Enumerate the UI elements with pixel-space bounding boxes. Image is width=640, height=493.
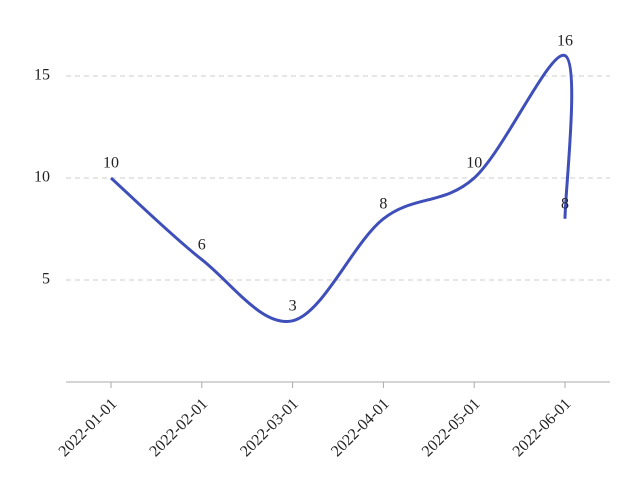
x-tick-label: 2022-01-01 xyxy=(56,395,121,460)
data-label: 10 xyxy=(466,155,482,172)
x-tick-label: 2022-03-01 xyxy=(237,395,302,460)
data-label: 10 xyxy=(103,155,119,172)
y-tick-label: 15 xyxy=(34,67,50,84)
data-label: 8 xyxy=(379,195,387,212)
data-label: 16 xyxy=(557,32,573,49)
data-label: 6 xyxy=(198,236,206,253)
y-tick-label: 5 xyxy=(42,271,50,288)
data-label: 8 xyxy=(561,195,569,212)
x-tick-label: 2022-04-01 xyxy=(328,395,393,460)
line xyxy=(109,54,574,323)
x-tick-label: 2022-06-01 xyxy=(510,395,575,460)
x-tick-label: 2022-05-01 xyxy=(419,395,484,460)
x-tick-label: 2022-02-01 xyxy=(146,395,211,460)
data-label: 3 xyxy=(289,297,297,314)
y-tick-label: 10 xyxy=(34,169,50,186)
